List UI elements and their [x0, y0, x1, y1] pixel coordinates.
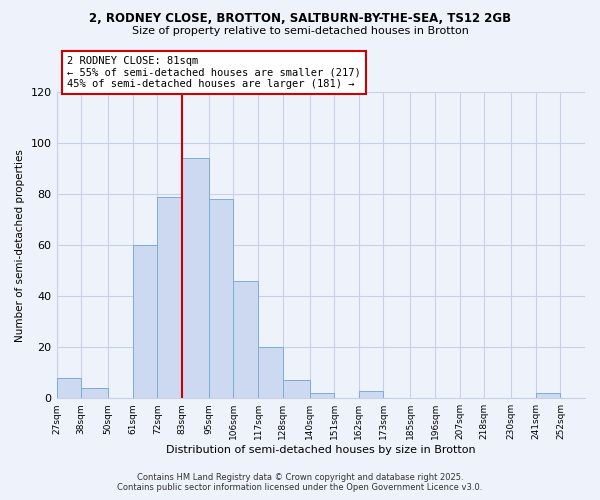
Bar	[209, 199, 233, 398]
X-axis label: Distribution of semi-detached houses by size in Brotton: Distribution of semi-detached houses by …	[166, 445, 476, 455]
Bar	[182, 158, 209, 398]
Text: 2 RODNEY CLOSE: 81sqm
← 55% of semi-detached houses are smaller (217)
45% of sem: 2 RODNEY CLOSE: 81sqm ← 55% of semi-deta…	[67, 56, 361, 89]
Bar	[258, 347, 283, 398]
Y-axis label: Number of semi-detached properties: Number of semi-detached properties	[15, 148, 25, 342]
Bar	[133, 245, 157, 398]
Bar	[283, 380, 310, 398]
Text: 2, RODNEY CLOSE, BROTTON, SALTBURN-BY-THE-SEA, TS12 2GB: 2, RODNEY CLOSE, BROTTON, SALTBURN-BY-TH…	[89, 12, 511, 26]
Text: Size of property relative to semi-detached houses in Brotton: Size of property relative to semi-detach…	[131, 26, 469, 36]
Bar	[536, 393, 560, 398]
Bar	[233, 281, 258, 398]
Text: Contains HM Land Registry data © Crown copyright and database right 2025.
Contai: Contains HM Land Registry data © Crown c…	[118, 473, 482, 492]
Bar	[310, 393, 334, 398]
Bar	[157, 196, 182, 398]
Bar	[81, 388, 108, 398]
Bar	[359, 390, 383, 398]
Bar	[56, 378, 81, 398]
